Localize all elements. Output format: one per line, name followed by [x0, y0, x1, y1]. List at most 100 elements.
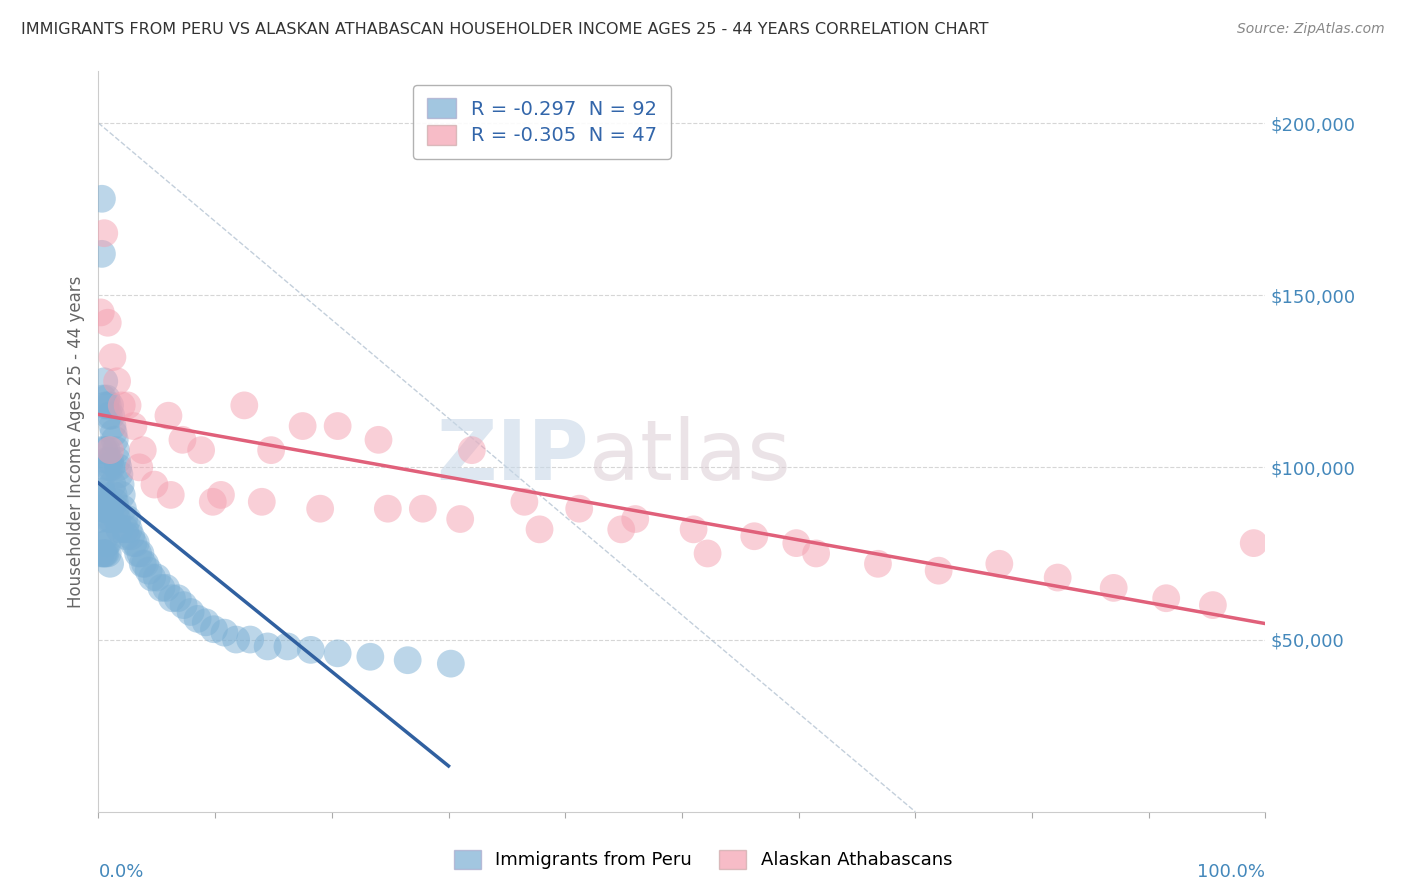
Point [98, 398, 121, 412]
Point [866, 557, 889, 571]
Point [120, 529, 142, 543]
Point [90, 247, 112, 261]
Point [104, 495, 127, 509]
Point [91, 392, 114, 406]
Point [122, 536, 145, 550]
Point [359, 649, 381, 664]
Point [97, 495, 120, 509]
Point [159, 488, 181, 502]
Point [97, 536, 120, 550]
Point [94, 501, 117, 516]
Text: atlas: atlas [589, 416, 790, 497]
Point [107, 460, 129, 475]
Point [1102, 581, 1125, 595]
Point [209, 488, 232, 502]
Text: IMMIGRANTS FROM PERU VS ALASKAN ATHABASCAN HOUSEHOLDER INCOME AGES 25 - 44 YEARS: IMMIGRANTS FROM PERU VS ALASKAN ATHABASC… [21, 22, 988, 37]
Point [180, 605, 202, 619]
Point [98, 443, 121, 458]
Point [94, 546, 117, 560]
Point [104, 501, 127, 516]
Text: Source: ZipAtlas.com: Source: ZipAtlas.com [1237, 22, 1385, 37]
Point [91, 501, 114, 516]
Point [449, 512, 471, 526]
Point [97, 460, 120, 475]
Point [299, 643, 322, 657]
Point [93, 443, 115, 458]
Point [155, 581, 177, 595]
Point [1243, 536, 1265, 550]
Point [101, 350, 124, 364]
Point [239, 632, 262, 647]
Point [90, 488, 112, 502]
Point [101, 419, 124, 434]
Point [111, 398, 134, 412]
Point [1202, 598, 1225, 612]
Point [214, 625, 236, 640]
Point [97, 453, 120, 467]
Point [98, 557, 121, 571]
Point [804, 546, 827, 560]
Point [91, 546, 114, 560]
Point [260, 443, 283, 458]
Point [94, 529, 117, 543]
Text: 0.0%: 0.0% [98, 863, 143, 881]
Point [326, 646, 349, 660]
Point [103, 425, 125, 440]
Point [291, 419, 314, 434]
Point [96, 443, 118, 458]
Point [105, 374, 128, 388]
Point [96, 501, 118, 516]
Point [90, 495, 112, 509]
Point [91, 501, 114, 516]
Point [742, 529, 765, 543]
Point [93, 522, 115, 536]
Point [928, 564, 950, 578]
Point [1154, 591, 1177, 606]
Point [90, 192, 112, 206]
Point [111, 488, 134, 502]
Point [115, 529, 138, 543]
Point [90, 305, 112, 319]
Point [97, 546, 120, 560]
Point [146, 570, 169, 584]
Point [118, 522, 141, 536]
Point [143, 477, 166, 491]
Point [93, 501, 115, 516]
Point [461, 443, 484, 458]
Point [132, 557, 155, 571]
Point [105, 453, 128, 467]
Point [276, 640, 298, 654]
Point [125, 536, 148, 550]
Point [202, 622, 225, 636]
Point [112, 512, 135, 526]
Point [309, 501, 332, 516]
Point [100, 512, 122, 526]
Point [105, 512, 128, 526]
Point [150, 581, 173, 595]
Point [103, 488, 125, 502]
Point [157, 409, 180, 423]
Point [440, 657, 463, 671]
Point [97, 316, 120, 330]
Point [412, 501, 434, 516]
Point [134, 557, 156, 571]
Point [326, 419, 349, 434]
Point [172, 433, 194, 447]
Point [132, 443, 155, 458]
Point [90, 477, 112, 491]
Point [696, 546, 718, 560]
Point [166, 591, 188, 606]
Point [94, 460, 117, 475]
Point [256, 640, 278, 654]
Point [108, 467, 131, 482]
Point [396, 653, 419, 667]
Point [127, 546, 149, 560]
Point [90, 546, 112, 560]
Point [97, 398, 120, 412]
Point [117, 512, 139, 526]
Point [100, 460, 122, 475]
Point [568, 501, 591, 516]
Legend: Immigrants from Peru, Alaskan Athabascans: Immigrants from Peru, Alaskan Athabascan… [444, 841, 962, 879]
Point [90, 484, 112, 499]
Point [97, 409, 120, 423]
